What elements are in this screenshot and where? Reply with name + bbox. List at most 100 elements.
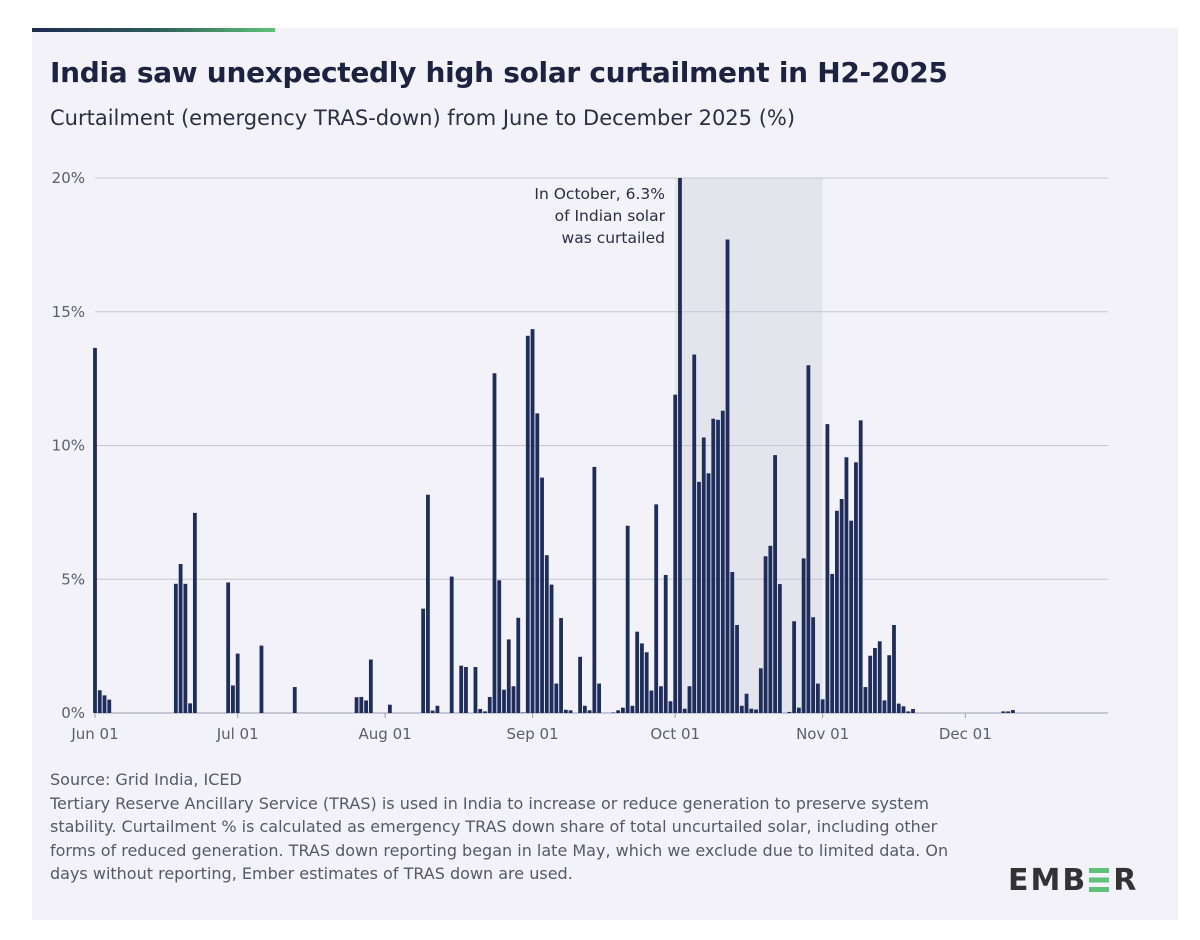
ember-logo: EMB R (1008, 862, 1139, 898)
bar-2025-07-27 (359, 696, 364, 713)
bar-2025-10-08 (706, 473, 711, 713)
bar-2025-08-25 (497, 580, 502, 713)
bar-2025-09-29 (663, 574, 668, 713)
bar-2025-09-14 (592, 466, 597, 713)
bar-2025-08-23 (487, 696, 492, 713)
bar-2025-09-02 (535, 413, 540, 713)
bar-2025-09-07 (559, 618, 563, 713)
bar-2025-08-30 (521, 712, 525, 713)
methodology-note: Tertiary Reserve Ancillary Service (TRAS… (50, 793, 949, 884)
x-tick-label: Jun 01 (70, 725, 118, 743)
bar-2025-06-30 (231, 685, 235, 713)
bar-2025-06-03 (102, 695, 107, 713)
bar-2025-08-26 (502, 689, 506, 713)
bar-2025-11-04 (835, 510, 839, 713)
bar-2025-10-23 (777, 584, 782, 713)
bar-2025-11-20 (911, 708, 915, 713)
bar-2025-10-04 (687, 686, 692, 713)
bar-2025-11-17 (896, 703, 901, 713)
bar-2025-08-11 (430, 710, 435, 713)
bar-2025-10-18 (754, 709, 758, 713)
bar-2025-06-22 (192, 512, 197, 713)
bar-2025-08-18 (464, 666, 468, 713)
bar-2025-09-27 (654, 504, 659, 713)
bar-2025-09-30 (668, 701, 673, 713)
x-tick-label: Aug 01 (359, 725, 412, 743)
bar-2025-10-10 (716, 419, 720, 713)
bar-2025-10-15 (739, 705, 744, 713)
bar-2025-10-13 (730, 572, 735, 713)
x-tick-label: Nov 01 (796, 725, 849, 743)
bar-2025-09-23 (635, 631, 640, 713)
bar-2025-08-28 (511, 686, 516, 713)
bar-2025-09-12 (582, 705, 587, 713)
bar-2025-11-09 (858, 420, 863, 713)
bar-2025-10-09 (711, 418, 716, 713)
bar-2025-09-03 (540, 477, 544, 713)
bar-2025-10-12 (725, 239, 730, 713)
bar-2025-06-29 (226, 582, 231, 713)
bar-2025-10-25 (787, 711, 792, 713)
bar-2025-10-29 (806, 365, 811, 713)
bar-2025-10-11 (720, 410, 725, 713)
bar-2025-08-09 (421, 608, 426, 713)
chart-subtitle: Curtailment (emergency TRAS-down) from J… (50, 106, 796, 130)
bar-2025-09-28 (659, 686, 663, 713)
footer: Source: Grid India, ICED Tertiary Reserv… (50, 768, 970, 886)
bar-2025-10-16 (744, 693, 749, 713)
bar-2025-12-09 (1001, 711, 1006, 713)
annotation-line: was curtailed (562, 229, 665, 247)
bar-2025-07-29 (368, 659, 373, 713)
bar-2025-11-03 (830, 573, 835, 713)
bar-2025-08-10 (426, 494, 430, 713)
bar-2025-08-02 (387, 704, 392, 713)
bar-2025-10-05 (692, 354, 697, 713)
bar-2025-12-11 (1010, 710, 1015, 713)
bar-2025-11-01 (820, 699, 825, 713)
bar-2025-11-10 (863, 687, 868, 713)
bar-2025-10-20 (763, 556, 768, 713)
bar-2025-10-22 (773, 455, 777, 713)
bar-2025-09-18 (611, 712, 616, 713)
x-tick-label: Sep 01 (506, 725, 558, 743)
bar-2025-09-04 (544, 555, 549, 713)
bar-2025-10-26 (792, 621, 797, 713)
bar-chart: 0% 5% 10% 15% 20% Jun 01 Jul 01 Aug 01 Sep 01 Oct… (52, 169, 1108, 743)
bar-2025-06-20 (183, 583, 188, 713)
bar-2025-10-03 (682, 708, 687, 713)
bar-2025-08-27 (506, 639, 511, 713)
bar-2025-09-09 (568, 710, 573, 713)
bar-2025-11-16 (892, 624, 896, 713)
x-tick-label: Jul 01 (216, 725, 259, 743)
bar-2025-09-19 (616, 710, 621, 713)
bar-2025-07-01 (235, 653, 240, 713)
y-tick-label: 0% (61, 704, 85, 722)
bar-2025-06-18 (173, 583, 178, 713)
y-tick-label: 20% (52, 169, 85, 187)
bar-2025-08-12 (435, 705, 440, 713)
y-tick-label: 10% (52, 437, 85, 455)
bar-2025-06-21 (188, 703, 193, 713)
logo-e-bars-icon (1089, 868, 1110, 892)
bar-2025-09-01 (530, 329, 535, 713)
bar-2025-08-22 (483, 711, 487, 713)
bar-2025-07-06 (259, 645, 264, 713)
bar-2025-08-17 (459, 665, 464, 713)
bar-2025-11-15 (887, 655, 892, 713)
bar-2025-11-18 (901, 706, 906, 713)
accent-bar (32, 28, 275, 32)
bar-2025-10-21 (768, 545, 773, 713)
bar-2025-06-01 (93, 347, 97, 713)
bar-2025-09-05 (549, 584, 554, 713)
bar-2025-06-04 (107, 699, 112, 713)
bar-2025-11-11 (868, 655, 873, 713)
chart-title: India saw unexpectedly high solar curtai… (50, 56, 948, 89)
bar-2025-11-12 (873, 647, 877, 713)
bar-2025-09-15 (597, 683, 602, 713)
bar-2025-12-10 (1006, 711, 1011, 713)
annotation-line: of Indian solar (555, 207, 666, 225)
bar-2025-10-31 (815, 683, 820, 713)
bar-2025-09-20 (620, 707, 625, 713)
bar-2025-10-07 (701, 437, 706, 713)
bar-2025-09-24 (640, 643, 644, 713)
